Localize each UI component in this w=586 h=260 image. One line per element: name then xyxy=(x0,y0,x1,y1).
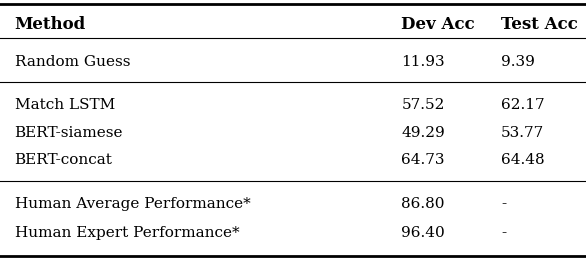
Text: Human Expert Performance*: Human Expert Performance* xyxy=(15,226,239,240)
Text: Dev Acc: Dev Acc xyxy=(401,16,475,33)
Text: BERT-concat: BERT-concat xyxy=(15,153,113,167)
Text: 86.80: 86.80 xyxy=(401,197,445,211)
Text: 64.73: 64.73 xyxy=(401,153,445,167)
Text: Method: Method xyxy=(15,16,86,33)
Text: Test Acc: Test Acc xyxy=(501,16,578,33)
Text: -: - xyxy=(501,197,506,211)
Text: Human Average Performance*: Human Average Performance* xyxy=(15,197,250,211)
Text: 57.52: 57.52 xyxy=(401,98,445,112)
Text: Random Guess: Random Guess xyxy=(15,55,130,69)
Text: 64.48: 64.48 xyxy=(501,153,544,167)
Text: 49.29: 49.29 xyxy=(401,126,445,140)
Text: 53.77: 53.77 xyxy=(501,126,544,140)
Text: BERT-siamese: BERT-siamese xyxy=(15,126,123,140)
Text: -: - xyxy=(501,226,506,240)
Text: 62.17: 62.17 xyxy=(501,98,544,112)
Text: 9.39: 9.39 xyxy=(501,55,535,69)
Text: 96.40: 96.40 xyxy=(401,226,445,240)
Text: 11.93: 11.93 xyxy=(401,55,445,69)
Text: Match LSTM: Match LSTM xyxy=(15,98,115,112)
